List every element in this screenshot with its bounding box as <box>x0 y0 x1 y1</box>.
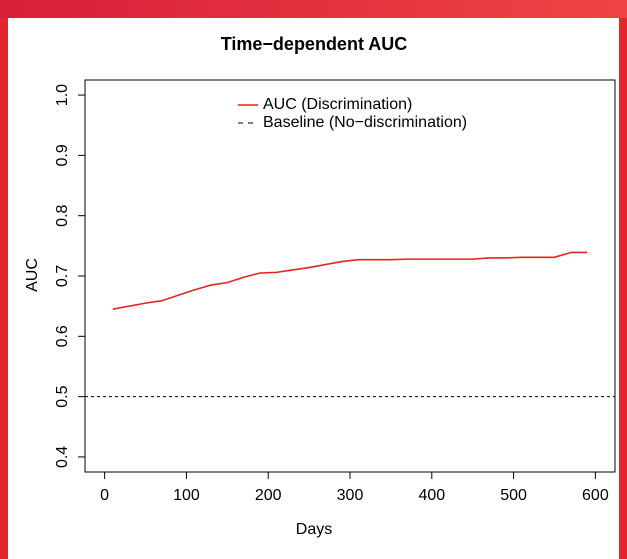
x-tick-label: 0 <box>100 487 109 504</box>
x-tick-label: 500 <box>500 487 527 504</box>
top-bar <box>0 0 627 18</box>
y-tick-label: 0.5 <box>54 385 71 407</box>
x-tick-label: 100 <box>173 487 200 504</box>
y-tick-label: 0.8 <box>54 204 71 226</box>
chart-title: Time−dependent AUC <box>221 34 408 54</box>
y-tick-label: 0.7 <box>54 265 71 287</box>
data-line <box>112 251 588 310</box>
x-tick-label: 200 <box>255 487 282 504</box>
x-tick-label: 400 <box>418 487 445 504</box>
y-tick-label: 1.0 <box>54 84 71 106</box>
legend-label: Baseline (No−discrimination) <box>263 114 467 131</box>
legend-label: AUC (Discrimination) <box>263 96 412 113</box>
x-tick-label: 300 <box>337 487 364 504</box>
x-axis-label: Days <box>296 521 332 538</box>
y-tick-label: 0.4 <box>54 446 71 468</box>
y-axis-label: AUC <box>24 258 41 292</box>
x-tick-label: 600 <box>582 487 609 504</box>
y-tick-label: 0.9 <box>54 144 71 166</box>
plot-box <box>84 79 616 473</box>
chart: Time−dependent AUC Days AUC 0 100 200 300 40… <box>8 18 619 559</box>
y-tick-label: 0.6 <box>54 325 71 347</box>
